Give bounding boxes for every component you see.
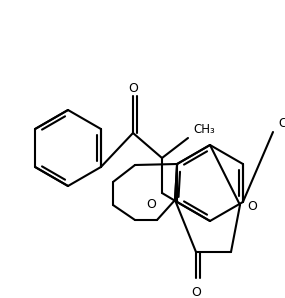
Text: O: O: [146, 198, 156, 211]
Text: O: O: [128, 81, 138, 94]
Text: O: O: [247, 201, 257, 213]
Text: CH₃: CH₃: [193, 123, 215, 136]
Text: CH₃: CH₃: [278, 117, 285, 130]
Text: O: O: [191, 286, 201, 298]
